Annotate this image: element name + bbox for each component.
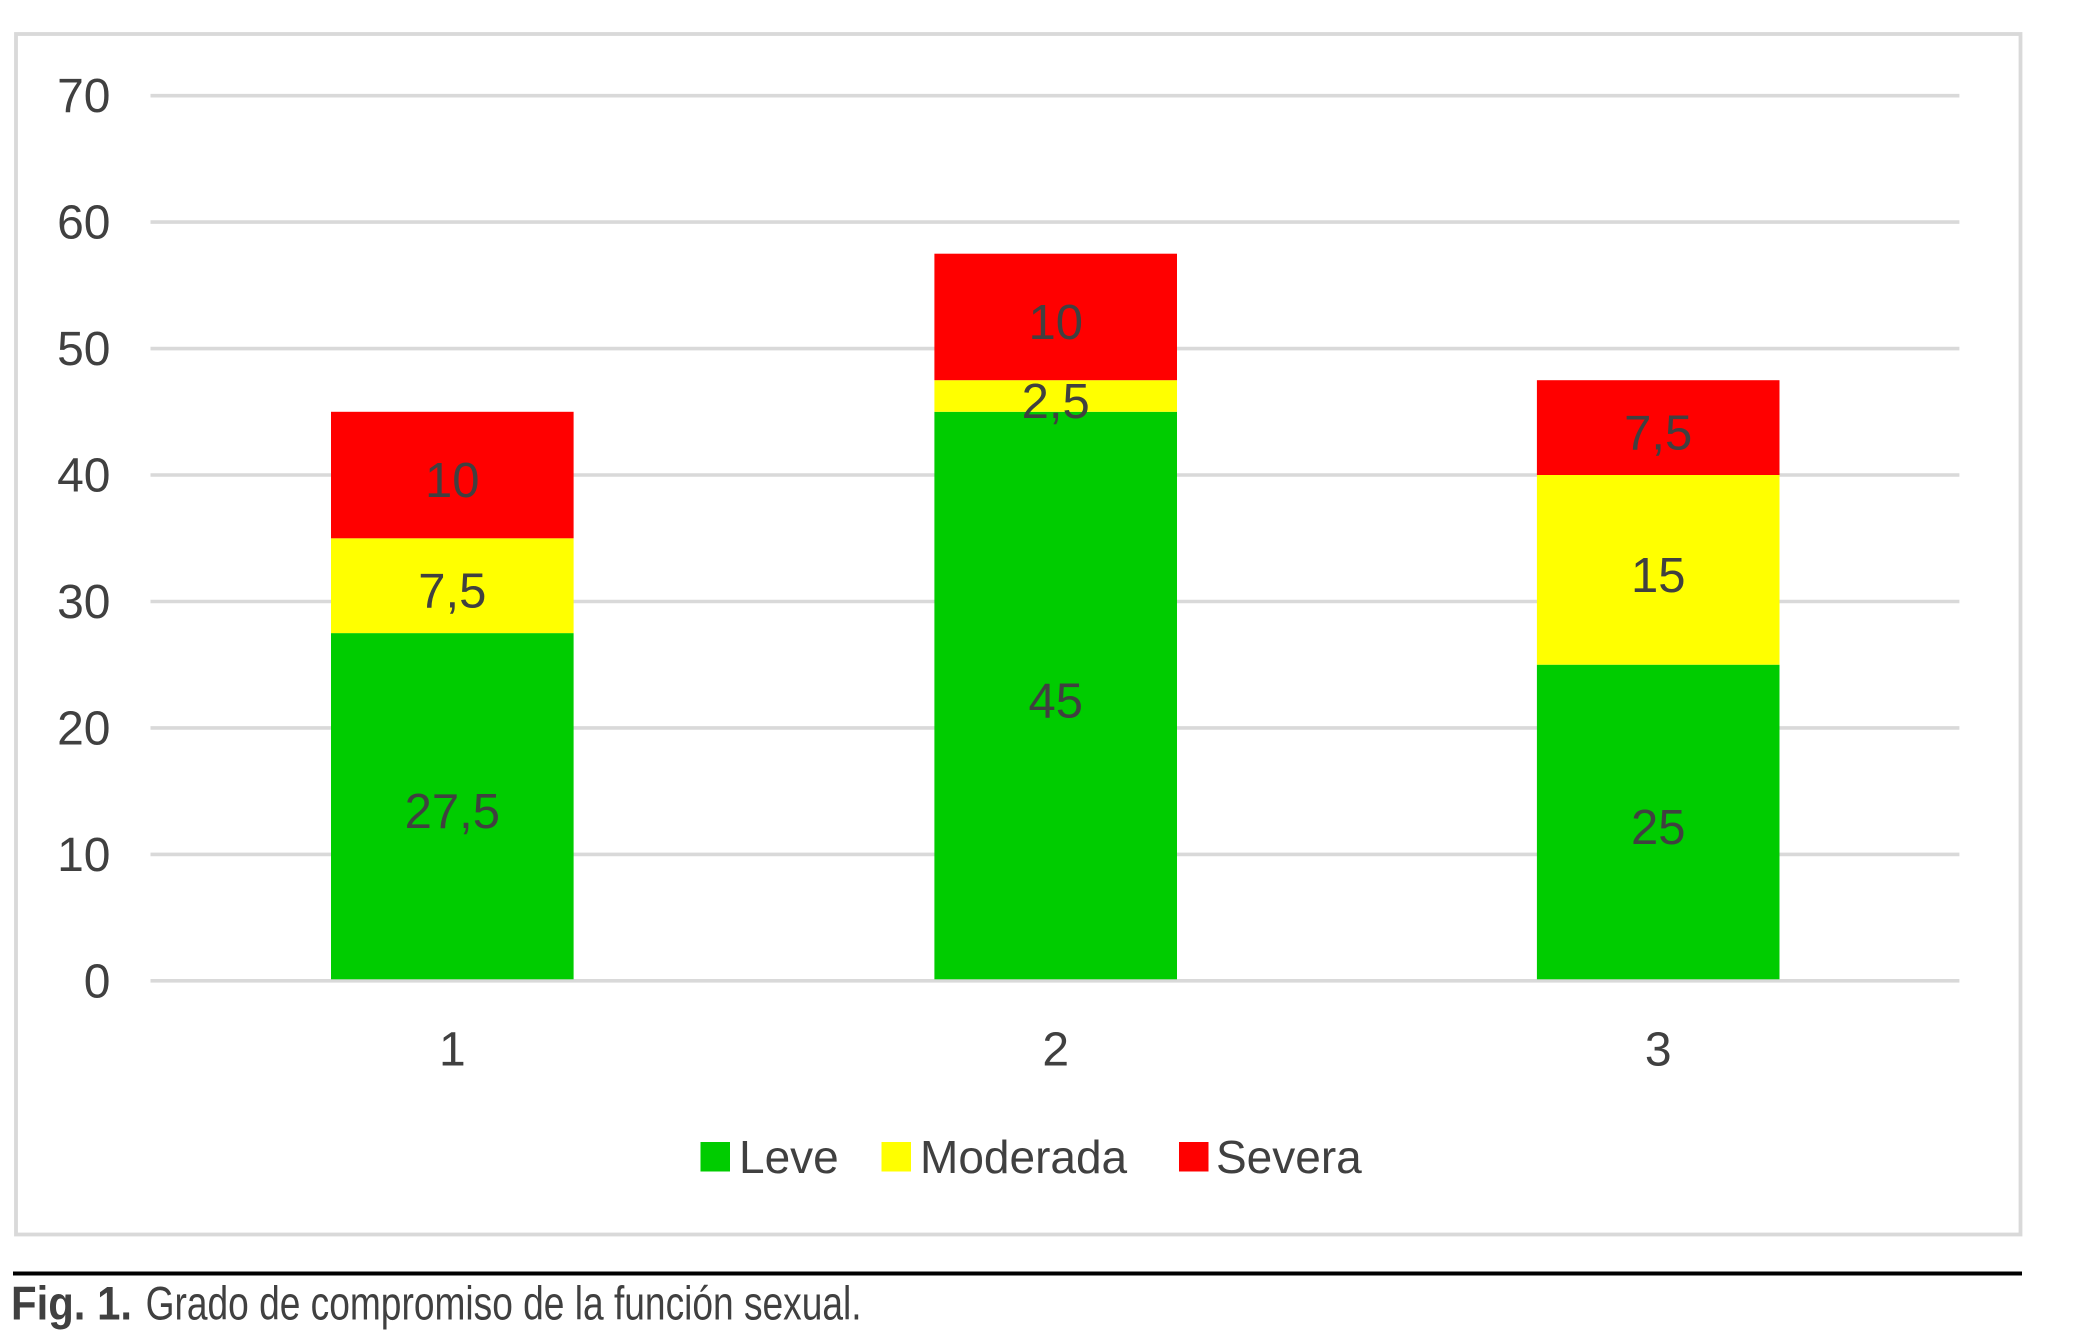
svg-text:7,5: 7,5 [1624, 407, 1692, 461]
svg-text:Grado de compromiso de la func: Grado de compromiso de la función sexual… [146, 1277, 862, 1330]
svg-text:0: 0 [84, 955, 111, 1008]
svg-text:Fig. 1.: Fig. 1. [11, 1277, 132, 1330]
svg-text:60: 60 [57, 197, 110, 250]
svg-text:40: 40 [57, 450, 110, 503]
svg-text:10: 10 [1028, 296, 1083, 350]
svg-text:10: 10 [57, 829, 110, 882]
svg-text:45: 45 [1028, 675, 1083, 729]
svg-text:30: 30 [57, 576, 110, 629]
svg-text:2: 2 [1042, 1024, 1069, 1077]
svg-text:Leve: Leve [739, 1131, 839, 1183]
svg-text:27,5: 27,5 [405, 785, 500, 839]
svg-text:2,5: 2,5 [1022, 375, 1090, 429]
svg-text:10: 10 [425, 454, 480, 508]
svg-text:25: 25 [1631, 801, 1686, 855]
svg-text:Moderada: Moderada [920, 1131, 1128, 1183]
svg-text:1: 1 [439, 1024, 466, 1077]
svg-text:3: 3 [1645, 1024, 1672, 1077]
svg-text:7,5: 7,5 [418, 565, 486, 619]
svg-text:70: 70 [57, 70, 110, 123]
svg-text:15: 15 [1631, 549, 1686, 603]
svg-text:20: 20 [57, 702, 110, 755]
svg-text:Severa: Severa [1216, 1131, 1362, 1183]
svg-text:50: 50 [57, 323, 110, 376]
